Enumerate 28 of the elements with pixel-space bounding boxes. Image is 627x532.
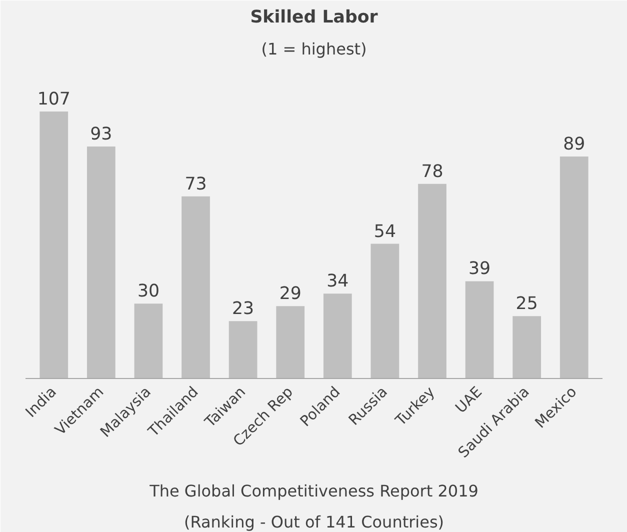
- data-label: 34: [326, 272, 349, 292]
- data-label: 23: [232, 299, 254, 320]
- data-label: 93: [90, 124, 112, 144]
- bar: [134, 304, 163, 378]
- bar: [228, 321, 258, 378]
- bar: [465, 281, 494, 378]
- data-label: 78: [421, 162, 444, 182]
- bar: [182, 196, 210, 378]
- bar: [560, 156, 588, 378]
- bar: [370, 244, 400, 378]
- bar: [86, 146, 116, 378]
- data-label: 54: [374, 222, 396, 242]
- text: The Global Competitiveness Report 2019: [148, 482, 478, 500]
- data-label: 89: [563, 134, 586, 154]
- chart-title: Skilled Labor: [250, 8, 378, 28]
- bar: [323, 294, 352, 378]
- bar: [418, 184, 446, 378]
- data-label: 29: [279, 284, 302, 304]
- text: (Ranking - Out of 141 Countries): [184, 512, 444, 532]
- bar: [40, 112, 68, 378]
- data-label: 73: [184, 174, 207, 194]
- chart-subtitle: (1 = highest): [261, 40, 367, 58]
- data-label: 30: [137, 282, 160, 302]
- bar: [276, 306, 305, 378]
- data-label: 25: [516, 294, 538, 314]
- data-label: 107: [37, 90, 70, 110]
- bar: [512, 316, 542, 378]
- data-label: 39: [468, 259, 491, 280]
